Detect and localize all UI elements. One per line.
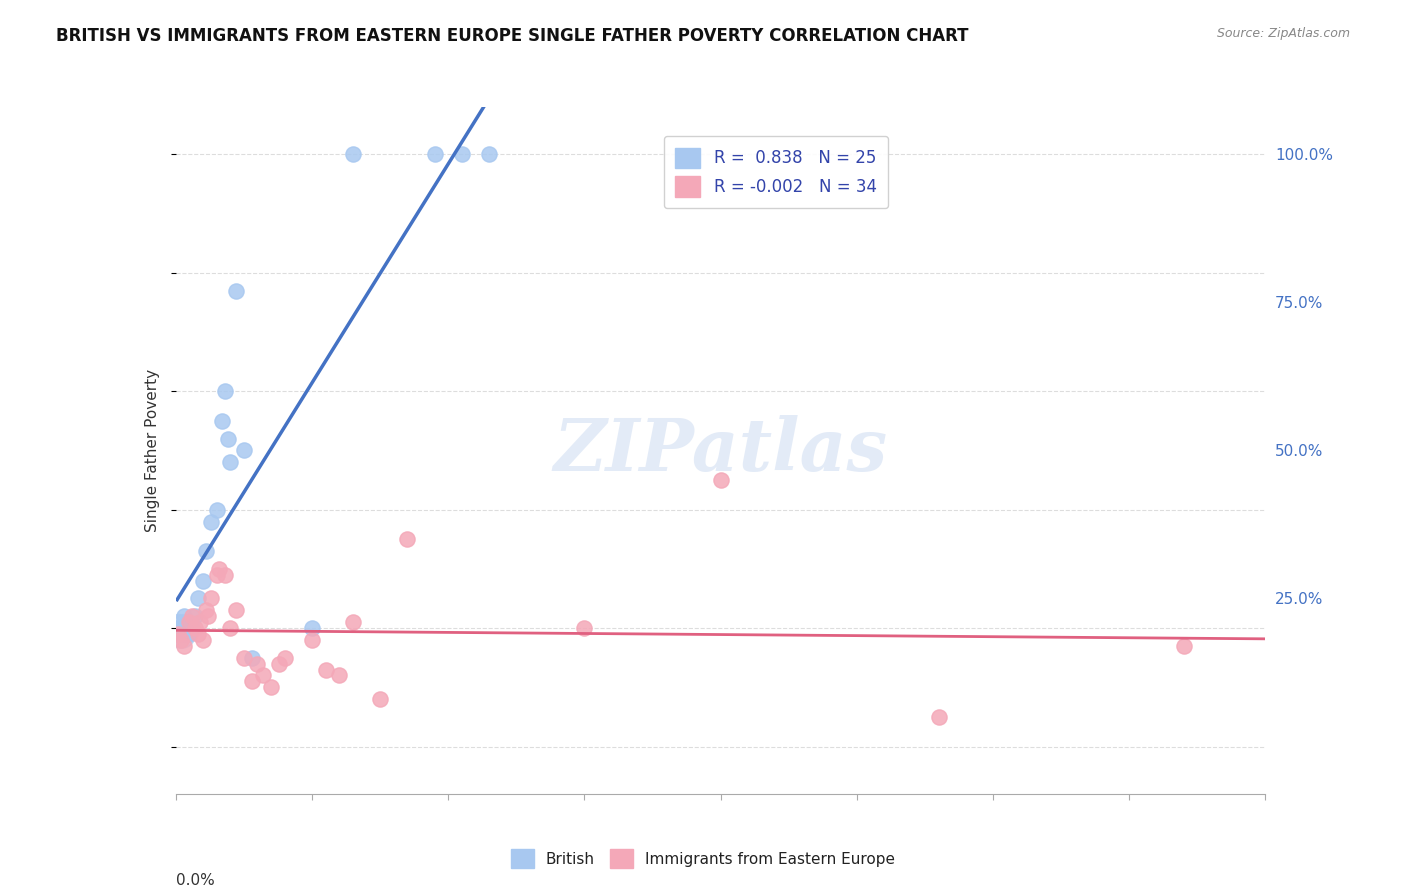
Point <box>176 615 198 630</box>
Y-axis label: Single Father Poverty: Single Father Poverty <box>145 369 160 532</box>
Point <box>1173 639 1195 653</box>
Point <box>208 562 231 576</box>
Point <box>194 544 217 558</box>
Point <box>301 632 323 647</box>
Point <box>181 621 204 635</box>
Point <box>274 650 297 665</box>
Point <box>928 710 950 724</box>
Text: 0.0%: 0.0% <box>176 873 215 888</box>
Point <box>211 414 233 428</box>
Point <box>396 533 419 547</box>
Point <box>200 591 222 606</box>
Legend: British, Immigrants from Eastern Europe: British, Immigrants from Eastern Europe <box>503 841 903 875</box>
Point <box>179 627 201 641</box>
Point <box>225 284 247 298</box>
Point <box>478 147 501 161</box>
Point <box>173 621 195 635</box>
Point <box>574 621 596 635</box>
Point <box>219 621 242 635</box>
Point <box>188 615 211 630</box>
Point <box>240 650 263 665</box>
Point <box>368 692 391 706</box>
Point <box>194 603 217 617</box>
Point <box>240 674 263 689</box>
Point <box>225 603 247 617</box>
Point <box>170 627 193 641</box>
Point <box>191 574 214 588</box>
Point <box>217 432 239 446</box>
Text: BRITISH VS IMMIGRANTS FROM EASTERN EUROPE SINGLE FATHER POVERTY CORRELATION CHAR: BRITISH VS IMMIGRANTS FROM EASTERN EUROP… <box>56 27 969 45</box>
Point <box>170 627 193 641</box>
Point <box>710 473 733 487</box>
Point <box>269 657 291 671</box>
Point <box>191 632 214 647</box>
Point <box>197 609 219 624</box>
Point <box>181 609 204 624</box>
Point <box>179 615 201 630</box>
Point <box>186 627 209 641</box>
Text: Source: ZipAtlas.com: Source: ZipAtlas.com <box>1216 27 1350 40</box>
Point <box>167 627 190 641</box>
Point <box>173 621 195 635</box>
Point <box>315 663 337 677</box>
Point <box>260 681 283 695</box>
Point <box>167 621 190 635</box>
Point <box>173 609 195 624</box>
Point <box>232 443 254 458</box>
Point <box>205 567 228 582</box>
Point <box>232 650 254 665</box>
Point <box>328 668 350 682</box>
Point <box>214 567 236 582</box>
Point <box>170 632 193 647</box>
Point <box>252 668 274 682</box>
Text: ZIPatlas: ZIPatlas <box>554 415 887 486</box>
Point <box>219 455 242 469</box>
Point <box>184 609 207 624</box>
Legend: R =  0.838   N = 25, R = -0.002   N = 34: R = 0.838 N = 25, R = -0.002 N = 34 <box>664 136 889 209</box>
Point <box>186 591 209 606</box>
Point <box>167 621 190 635</box>
Point <box>184 621 207 635</box>
Point <box>173 639 195 653</box>
Point <box>342 147 364 161</box>
Point <box>450 147 472 161</box>
Point <box>342 615 364 630</box>
Point <box>205 502 228 516</box>
Point <box>214 384 236 399</box>
Point <box>301 621 323 635</box>
Point <box>423 147 446 161</box>
Point <box>200 515 222 529</box>
Point <box>246 657 269 671</box>
